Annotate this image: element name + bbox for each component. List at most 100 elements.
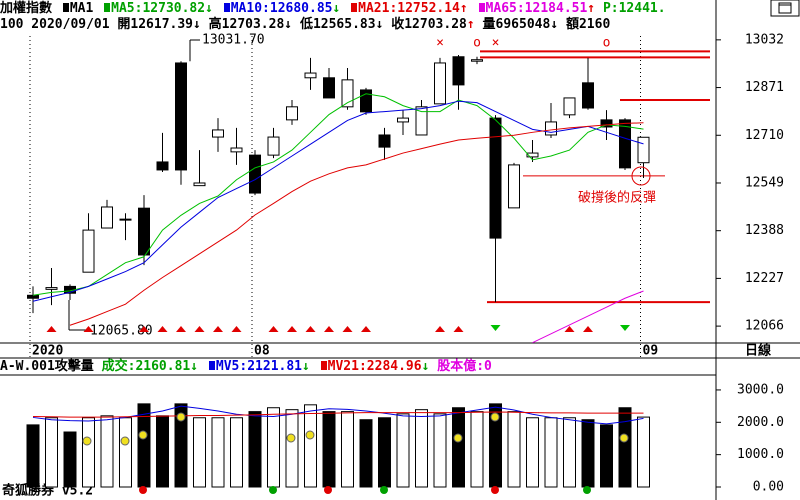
header-text: ↑ xyxy=(459,1,468,16)
buy-signal xyxy=(46,326,57,332)
candle-body xyxy=(101,206,113,229)
candle-body xyxy=(526,152,539,158)
volume-signal xyxy=(305,430,315,440)
y-tick-label: 0.00 xyxy=(753,480,784,495)
candle-body xyxy=(471,59,483,62)
header-text: 量6965048 xyxy=(482,17,551,32)
candle-body xyxy=(378,134,391,148)
volume-bar xyxy=(600,424,613,488)
buy-signal xyxy=(139,326,149,332)
volume-bar xyxy=(415,409,428,488)
volume-bar xyxy=(63,431,77,488)
volume-signal xyxy=(324,486,332,494)
header-text: ↓ xyxy=(193,17,201,32)
volume-signal xyxy=(120,436,130,446)
header-text: ↓ xyxy=(332,1,341,16)
buy-signal xyxy=(583,326,593,332)
header-text: 收12703.28 xyxy=(391,17,467,32)
header-text: ↑ xyxy=(466,17,475,32)
volume-bar xyxy=(267,407,280,488)
candle-body xyxy=(341,79,354,108)
header-text: MV21:2284.96 xyxy=(318,359,422,374)
annotation: 13031.70 xyxy=(202,33,265,48)
volume-bar xyxy=(341,411,354,488)
sell-signal xyxy=(490,325,501,331)
header-text: 加權指數 xyxy=(0,1,53,16)
buy-signal xyxy=(287,326,297,332)
header-text: ↓ xyxy=(421,359,430,374)
mv-line xyxy=(32,411,644,418)
candle-body xyxy=(138,207,150,256)
volume-bar xyxy=(526,417,539,488)
volume-bar xyxy=(396,413,410,488)
annotation: 破撐後的反彈 xyxy=(578,190,656,206)
header-text: P:12441. xyxy=(602,1,666,16)
volume-bar xyxy=(230,417,243,488)
mv-line xyxy=(32,405,644,425)
signal-marker: o xyxy=(603,36,611,51)
header-text: 100 2020/09/01 開12617.39 xyxy=(0,17,194,32)
header-text: ↑ xyxy=(587,1,596,16)
candle-body xyxy=(563,97,576,116)
header-text: 高12703.28 xyxy=(208,17,285,32)
period-label: 日線 xyxy=(745,343,772,359)
buy-signal xyxy=(324,326,334,332)
candle-body xyxy=(267,136,280,156)
y-tick-label: 12388 xyxy=(745,223,784,238)
window-button[interactable] xyxy=(770,0,800,17)
buy-signal xyxy=(83,326,94,332)
volume-bar xyxy=(248,411,262,488)
volume-bar xyxy=(433,413,447,488)
candle-body xyxy=(452,56,465,86)
buy-signal xyxy=(213,326,223,332)
volume-bar xyxy=(618,407,632,488)
buy-signal xyxy=(231,326,242,332)
header-text: MV5:2121.81 xyxy=(206,359,302,374)
candle-body xyxy=(434,62,446,105)
candle-body xyxy=(249,154,261,194)
buy-signal xyxy=(157,326,168,332)
volume-bar xyxy=(470,411,484,488)
volume-bar xyxy=(452,407,465,488)
volume-bar xyxy=(359,419,373,488)
header-text: ↓ xyxy=(284,17,293,32)
candle-body xyxy=(619,119,631,169)
signal-marker: o xyxy=(473,36,481,51)
buy-signal xyxy=(453,326,464,332)
volume-bar xyxy=(193,417,206,488)
header-text: ↓ xyxy=(375,17,384,32)
window-icon xyxy=(778,2,792,14)
volume-bar xyxy=(322,411,336,488)
header-text: ↓ xyxy=(550,17,559,32)
candle-body xyxy=(489,117,502,239)
candle-body xyxy=(193,182,206,187)
x-tick-label: 2020 xyxy=(32,344,63,359)
candle-body xyxy=(119,218,132,221)
signal-marker: × xyxy=(436,36,444,51)
candle-body xyxy=(415,106,428,136)
header-text: MA65:12184.51 xyxy=(476,1,588,16)
volume-bar xyxy=(156,415,169,488)
header-text: MA5:12730.82 xyxy=(101,1,205,16)
candle-body xyxy=(323,77,335,99)
buy-signal xyxy=(361,326,371,332)
header-row: 加權指數 MA1 MA5:12730.82↓ MA10:12680.85↓ MA… xyxy=(0,0,714,18)
buy-signal xyxy=(435,326,445,332)
annotation-circle xyxy=(631,166,651,186)
x-tick-label: 08 xyxy=(254,344,270,359)
buy-signal xyxy=(342,326,353,332)
header-text: 股本億:0 xyxy=(437,359,492,374)
volume-signal xyxy=(176,412,186,422)
ma-line xyxy=(32,93,644,296)
candle-body xyxy=(304,72,317,79)
header-text: 低12565.83 xyxy=(299,17,376,32)
candle-body xyxy=(175,62,187,171)
signal-marker: × xyxy=(492,36,500,51)
volume-signal xyxy=(583,486,591,494)
header-row: 100 2020/09/01 開12617.39↓ 高12703.28↓ 低12… xyxy=(0,16,714,34)
candle-body xyxy=(397,117,409,123)
volume-bar xyxy=(581,419,595,488)
candle-body xyxy=(230,147,243,153)
header-text: 額2160 xyxy=(565,17,611,32)
